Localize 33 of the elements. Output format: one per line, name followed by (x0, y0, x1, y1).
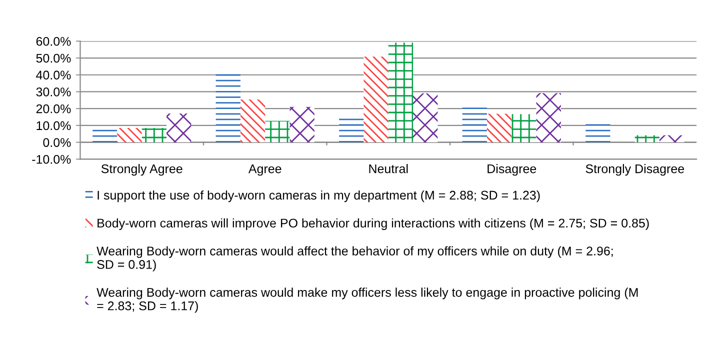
bar (265, 120, 290, 142)
x-tick-label: Disagree (488, 164, 536, 176)
y-tick-label: 0.0% (43, 138, 71, 147)
bar (240, 99, 266, 142)
y-tick-label: 30.0% (36, 88, 71, 96)
x-tick-label: Strongly Agree (101, 164, 182, 176)
y-tick-label: -10.0% (32, 154, 71, 164)
x-tick-label: Strongly Disagree (586, 164, 684, 176)
legend-label: Wearing Body-worn cameras would affect the behavior of my officers while on duty (M = 2.96; SD = 0.91) (96, 246, 613, 272)
bar (364, 56, 388, 142)
legend-label: I support the use of body-worn cameras in my department (M = 2.88; SD = 1.23) (98, 190, 540, 202)
x-tick-label: Neutral (369, 164, 408, 174)
legend-label: Body-worn cameras will improve PO behavior during interactions with citizens (M = 2.75; SD = 0.85) (98, 218, 649, 230)
bar (142, 128, 167, 142)
bar (388, 42, 414, 142)
legend-label: Wearing Body-worn cameras would make my officers less likely to engage in proactive policing (M = 2.83; SD = 1.17) (96, 288, 638, 313)
bar (660, 135, 684, 142)
bar (512, 114, 536, 142)
bar (536, 93, 561, 142)
bar (92, 128, 118, 142)
y-tick-label: 50.0% (36, 54, 71, 63)
bar (117, 128, 142, 142)
bar (290, 106, 314, 142)
bar (413, 93, 438, 142)
y-tick-label: 20.0% (36, 104, 71, 114)
bar (486, 114, 512, 142)
bar (462, 106, 487, 142)
bar (166, 113, 192, 142)
x-tick-label: Agree (248, 164, 282, 176)
bar (634, 135, 660, 142)
y-tick-label: 10.0% (36, 121, 71, 130)
y-tick-label: 40.0% (36, 70, 71, 80)
y-tick-label: 60.0% (36, 36, 71, 46)
